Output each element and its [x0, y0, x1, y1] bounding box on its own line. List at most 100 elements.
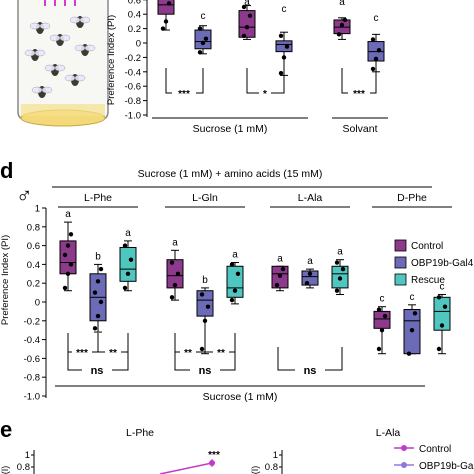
- box: [119, 246, 137, 282]
- panel-e: e L-Phe L-Ala *** (I) 1 0.8 (I) 1 0.8 Co…: [0, 417, 474, 474]
- data-point: [439, 323, 445, 328]
- panel-e-title-right: L-Ala: [376, 427, 401, 439]
- data-point: [203, 36, 209, 41]
- data-point: [373, 56, 379, 62]
- data-point: [281, 55, 287, 60]
- data-point: [169, 260, 175, 265]
- data-point: [200, 40, 206, 46]
- panel-d-legend: Control OBP19b-Gal4 Rescue: [394, 239, 474, 286]
- sig-label: ***: [353, 89, 365, 100]
- letter-label: c: [440, 281, 445, 292]
- data-point: [409, 328, 415, 333]
- sig-label: **: [109, 348, 117, 359]
- y-tick-label: 0.8: [27, 222, 40, 233]
- letter-label: a: [244, 0, 250, 8]
- letter-label: c: [380, 294, 385, 305]
- y-tick-label: -0.6: [24, 354, 40, 365]
- tick-label: 0.8: [265, 462, 278, 473]
- panel-d: d ♂ Sucrose (1 mM) + amino acids (15 mM)…: [0, 158, 474, 403]
- y-tick-label: 0.2: [27, 279, 40, 290]
- data-point: [244, 24, 250, 30]
- data-point: [169, 295, 175, 300]
- data-point: [166, 1, 172, 6]
- data-point: [95, 279, 101, 284]
- panel-e-ylabel-right: (I): [250, 466, 260, 474]
- tick-label: 0.8: [17, 462, 30, 473]
- control-line-fragment: [159, 462, 213, 474]
- y-tick-label: 1: [35, 204, 40, 215]
- data-point: [172, 282, 178, 288]
- letter-label: a: [172, 237, 178, 248]
- y-tick-label: -1.0: [125, 111, 141, 122]
- data-point: [334, 288, 340, 293]
- box: [166, 259, 184, 289]
- male-symbol: ♂: [16, 183, 33, 208]
- data-point: [229, 262, 235, 267]
- sig-label: ***: [208, 450, 220, 461]
- data-point: [436, 295, 442, 300]
- y-tick-label: -1.0: [24, 392, 40, 403]
- panel-e-ylabel-left: (I): [0, 466, 10, 474]
- data-point: [278, 71, 284, 76]
- letter-label: b: [95, 251, 101, 262]
- box: [373, 310, 391, 329]
- data-point: [199, 346, 205, 352]
- panel-letter-d: d: [0, 158, 13, 183]
- data-point: [277, 273, 283, 278]
- data-point: [175, 271, 181, 276]
- sig-label: ns: [304, 365, 317, 377]
- box: [196, 290, 214, 317]
- panel-d-ylabel: Preference Index (PI): [0, 235, 11, 325]
- legend-label: Rescue: [411, 275, 445, 286]
- legend-label: OBP19b-Gal4: [411, 258, 474, 269]
- sig-label: ns: [199, 365, 212, 377]
- sig-label: ***: [76, 348, 88, 359]
- letter-label: a: [277, 253, 283, 264]
- data-point: [197, 50, 203, 55]
- letter-label: a: [125, 228, 131, 239]
- sig-label: ***: [178, 89, 190, 100]
- data-point: [241, 33, 247, 38]
- tick-label: 1: [25, 450, 30, 461]
- data-point: [65, 271, 71, 276]
- letter-label: a: [337, 247, 343, 258]
- panel-d-footer: Sucrose (1 mM): [203, 391, 278, 403]
- data-point: [160, 26, 166, 31]
- panel-e-title-left: L-Phe: [126, 427, 154, 439]
- y-tick-label: 0: [35, 298, 40, 309]
- group-label: Sucrose (1 mM): [193, 123, 268, 135]
- data-point: [65, 243, 71, 248]
- data-point: [247, 13, 253, 18]
- y-tick-label: 0.4: [128, 10, 141, 21]
- group-label: Solvant: [342, 123, 377, 135]
- data-point: [334, 260, 340, 265]
- sig-label: *: [263, 89, 267, 100]
- data-point: [342, 17, 348, 23]
- letter-label: a: [163, 0, 169, 1]
- data-point: [122, 285, 128, 291]
- data-point: [370, 37, 376, 42]
- letter-label: a: [339, 0, 345, 8]
- y-tick-label: -0.2: [125, 53, 141, 64]
- data-point: [205, 304, 211, 309]
- data-point: [278, 33, 284, 38]
- data-point: [284, 44, 290, 49]
- data-point: [382, 313, 388, 319]
- letter-label: c: [201, 11, 206, 22]
- data-point: [340, 266, 346, 272]
- data-point: [128, 257, 134, 262]
- data-point: [376, 346, 382, 352]
- box: [194, 29, 212, 50]
- top-letters: a c a c a c: [163, 0, 378, 24]
- legend-label: Control: [419, 444, 451, 455]
- data-point: [307, 271, 313, 276]
- y-tick-label: 0.6: [128, 0, 141, 6]
- y-tick-label: -0.4: [125, 67, 141, 78]
- data-point: [229, 297, 235, 303]
- y-tick-label: 0.6: [27, 241, 40, 252]
- y-tick-label: -0.8: [125, 96, 141, 107]
- fly-vial-illustration: [17, 0, 109, 127]
- data-point: [68, 232, 74, 237]
- letter-label: c: [374, 13, 379, 24]
- data-point: [62, 252, 68, 258]
